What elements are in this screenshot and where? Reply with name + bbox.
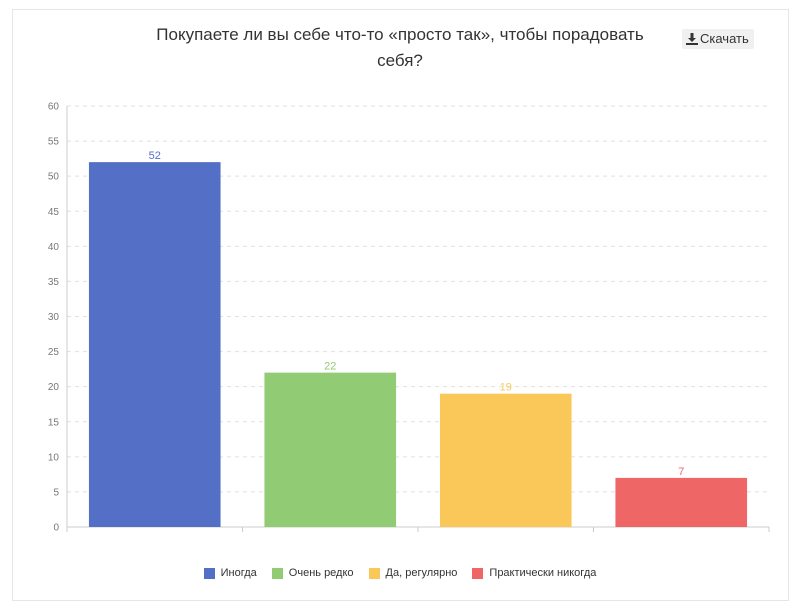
download-icon: [686, 33, 698, 45]
legend-item-ochen-redko[interactable]: Очень редко: [271, 567, 354, 579]
y-tick-label: 40: [48, 242, 60, 253]
y-tick-label: 35: [48, 277, 60, 288]
bar: [264, 372, 397, 527]
bar: [88, 162, 221, 527]
data-label: 19: [500, 382, 512, 394]
legend-swatch: [472, 567, 484, 579]
download-label: Скачать: [700, 31, 749, 46]
bar: [439, 393, 572, 527]
legend-label: Очень редко: [288, 567, 354, 579]
legend-label: Иногда: [220, 567, 257, 579]
y-tick-label: 15: [48, 417, 60, 428]
y-tick-label: 0: [53, 523, 59, 534]
y-tick-label: 30: [48, 312, 60, 323]
data-label: 22: [324, 361, 336, 373]
legend-item-da-regulyarno[interactable]: Да, регулярно: [368, 567, 458, 579]
y-tick-label: 45: [48, 207, 60, 218]
legend-label: Да, регулярно: [385, 567, 458, 579]
y-tick-label: 20: [48, 382, 60, 393]
y-tick-label: 55: [48, 137, 60, 148]
legend-swatch: [368, 567, 380, 579]
y-tick-label: 60: [48, 102, 60, 113]
y-tick-label: 10: [48, 452, 60, 463]
legend-item-prakticheski-nikogda[interactable]: Практически никогда: [472, 567, 596, 579]
y-tick-label: 50: [48, 172, 60, 183]
y-tick-label: 5: [53, 487, 59, 498]
data-label: 52: [149, 150, 161, 162]
legend: Иногда Очень редко Да, регулярно Практич…: [0, 567, 800, 579]
legend-swatch: [271, 567, 283, 579]
legend-item-inogda[interactable]: Иногда: [203, 567, 257, 579]
data-label: 7: [678, 466, 684, 478]
chart-title: Покупаете ли вы себе что-то «просто так»…: [156, 25, 644, 70]
y-tick-label: 25: [48, 347, 60, 358]
bar: [615, 477, 748, 527]
download-button[interactable]: Скачать: [682, 29, 754, 49]
legend-swatch: [203, 567, 215, 579]
legend-label: Практически никогда: [489, 567, 597, 579]
